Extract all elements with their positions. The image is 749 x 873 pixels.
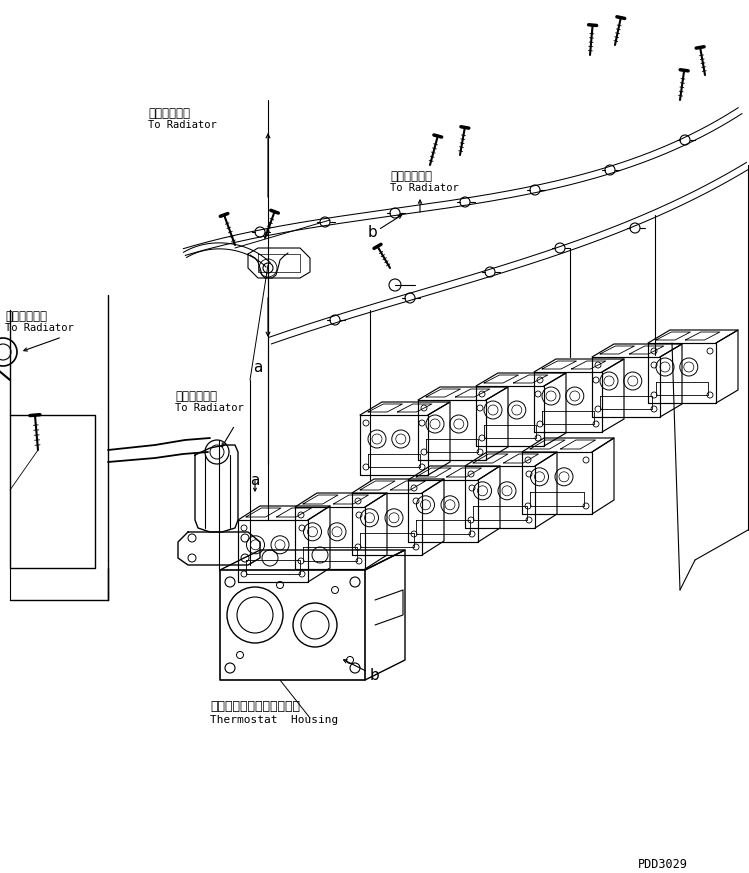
Text: ラジエータへ: ラジエータへ: [175, 390, 217, 403]
Text: b: b: [368, 225, 377, 240]
Text: To Radiator: To Radiator: [175, 403, 243, 413]
Text: a: a: [250, 473, 259, 488]
Text: To Radiator: To Radiator: [148, 120, 216, 130]
Text: Thermostat  Housing: Thermostat Housing: [210, 715, 339, 725]
Text: To Radiator: To Radiator: [5, 323, 73, 333]
Text: PDD3029: PDD3029: [638, 858, 688, 871]
Text: ラジエータへ: ラジエータへ: [390, 170, 432, 183]
Text: ラジエータへ: ラジエータへ: [148, 107, 190, 120]
Text: b: b: [370, 668, 380, 683]
Text: ラジエータへ: ラジエータへ: [5, 310, 47, 323]
Text: To Radiator: To Radiator: [390, 183, 458, 193]
Text: サーモスタットハウジング: サーモスタットハウジング: [210, 700, 300, 713]
Text: a: a: [253, 360, 262, 375]
